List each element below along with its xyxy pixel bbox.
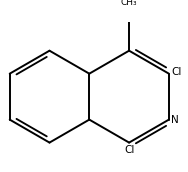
Text: N: N (171, 115, 179, 125)
Text: CH₃: CH₃ (121, 0, 137, 7)
Text: Cl: Cl (171, 67, 182, 77)
Text: Cl: Cl (124, 145, 134, 155)
